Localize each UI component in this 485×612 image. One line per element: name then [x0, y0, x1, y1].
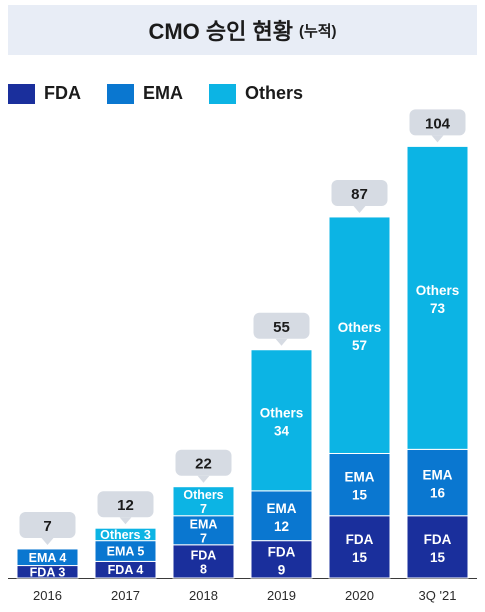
bar-label-name-ema-2020: EMA — [345, 470, 375, 485]
x-tick-label-2018: 2018 — [189, 588, 218, 603]
bar-label-name-fda-2018: FDA — [191, 548, 217, 562]
bar-ema-2016 — [16, 548, 79, 567]
bar-label-name-fda-3q-21: FDA — [424, 532, 452, 547]
total-callout-pointer-2020 — [353, 205, 366, 213]
bar-label-value-ema-3q-21: 16 — [430, 486, 446, 501]
bar-label-name-others-2020: Others — [338, 320, 382, 335]
legend-item-ema: EMA — [107, 83, 183, 104]
bar-label-fda-2017: FDA 4 — [108, 563, 144, 577]
total-callout-pointer-2019 — [275, 338, 288, 346]
chart-title: CMO 승인 현황 — [148, 19, 293, 44]
bar-label-value-fda-2020: 15 — [352, 550, 368, 565]
total-callout-2016 — [19, 511, 76, 538]
total-label-2016: 7 — [43, 518, 51, 535]
total-callout-3q-21 — [409, 109, 466, 136]
bar-label-name-fda-2019: FDA — [268, 544, 296, 559]
bar-others-2018 — [172, 486, 235, 517]
bar-label-name-others-2019: Others — [260, 405, 304, 420]
bar-ema-3q-21 — [406, 448, 469, 517]
legend-item-fda: FDA — [8, 83, 81, 104]
x-tick-label-2017: 2017 — [111, 588, 140, 603]
bar-label-name-others-3q-21: Others — [416, 283, 460, 298]
bar-label-value-others-2019: 34 — [274, 423, 290, 438]
bar-label-value-ema-2018: 7 — [200, 531, 207, 545]
legend: FDA EMA Others — [8, 83, 329, 104]
bar-label-value-others-2020: 57 — [352, 338, 367, 353]
legend-item-others: Others — [209, 83, 303, 104]
bar-label-value-others-2018: 7 — [200, 502, 207, 516]
bar-label-name-ema-2018: EMA — [190, 517, 218, 531]
legend-label-fda: FDA — [44, 83, 81, 103]
bar-label-value-fda-3q-21: 15 — [430, 550, 446, 565]
bar-label-value-ema-2019: 12 — [274, 519, 289, 534]
bar-label-value-others-3q-21: 73 — [430, 301, 446, 316]
bar-label-value-fda-2019: 9 — [278, 562, 286, 577]
bar-label-name-ema-3q-21: EMA — [423, 468, 453, 483]
legend-swatch-ema — [107, 83, 134, 104]
bar-ema-2020 — [328, 453, 391, 517]
bar-fda-2019 — [250, 540, 313, 579]
total-callout-pointer-2018 — [197, 475, 210, 483]
total-callout-2020 — [331, 179, 388, 206]
legend-swatch-fda — [8, 83, 35, 104]
bar-fda-3q-21 — [406, 515, 469, 579]
bar-label-value-ema-2020: 15 — [352, 488, 368, 503]
title-bar: CMO 승인 현황 (누적) — [8, 5, 477, 55]
bar-label-name-others-2018: Others — [183, 488, 223, 502]
legend-label-ema: EMA — [143, 83, 183, 103]
bar-others-2017 — [94, 527, 157, 542]
chart-title-suffix: (누적) — [298, 22, 337, 40]
legend-label-others: Others — [245, 83, 304, 103]
total-callout-pointer-2016 — [41, 537, 54, 545]
bar-label-ema-2016: EMA 4 — [29, 551, 67, 565]
total-label-2017: 12 — [117, 497, 134, 514]
total-label-2019: 55 — [273, 319, 290, 336]
bar-label-fda-2016: FDA 3 — [30, 565, 66, 579]
total-callout-pointer-3q-21 — [431, 135, 444, 143]
total-callout-pointer-2017 — [119, 517, 132, 525]
x-tick-label-2019: 2019 — [267, 588, 296, 603]
x-tick-label-2016: 2016 — [33, 588, 62, 603]
bar-label-name-fda-2020: FDA — [346, 532, 374, 547]
x-tick-label-2020: 2020 — [345, 588, 374, 603]
bar-label-ema-2017: EMA 5 — [107, 545, 145, 559]
bar-label-name-ema-2019: EMA — [267, 501, 297, 516]
total-callout-2018 — [175, 449, 232, 476]
bar-others-3q-21 — [406, 145, 469, 450]
bar-label-value-fda-2018: 8 — [200, 562, 207, 576]
x-tick-label-3q-21: 3Q '21 — [419, 588, 457, 603]
total-label-2020: 87 — [351, 186, 368, 203]
bar-ema-2019 — [250, 490, 313, 542]
bar-fda-2020 — [328, 515, 391, 579]
total-label-2018: 22 — [195, 456, 212, 473]
legend-swatch-others — [209, 83, 236, 104]
bar-others-2020 — [328, 216, 391, 454]
total-callout-2019 — [253, 312, 310, 339]
bar-others-2019 — [250, 349, 313, 492]
bar-label-others-2017: Others 3 — [100, 528, 151, 542]
total-callout-2017 — [97, 491, 154, 518]
total-label-3q-21: 104 — [425, 115, 451, 132]
